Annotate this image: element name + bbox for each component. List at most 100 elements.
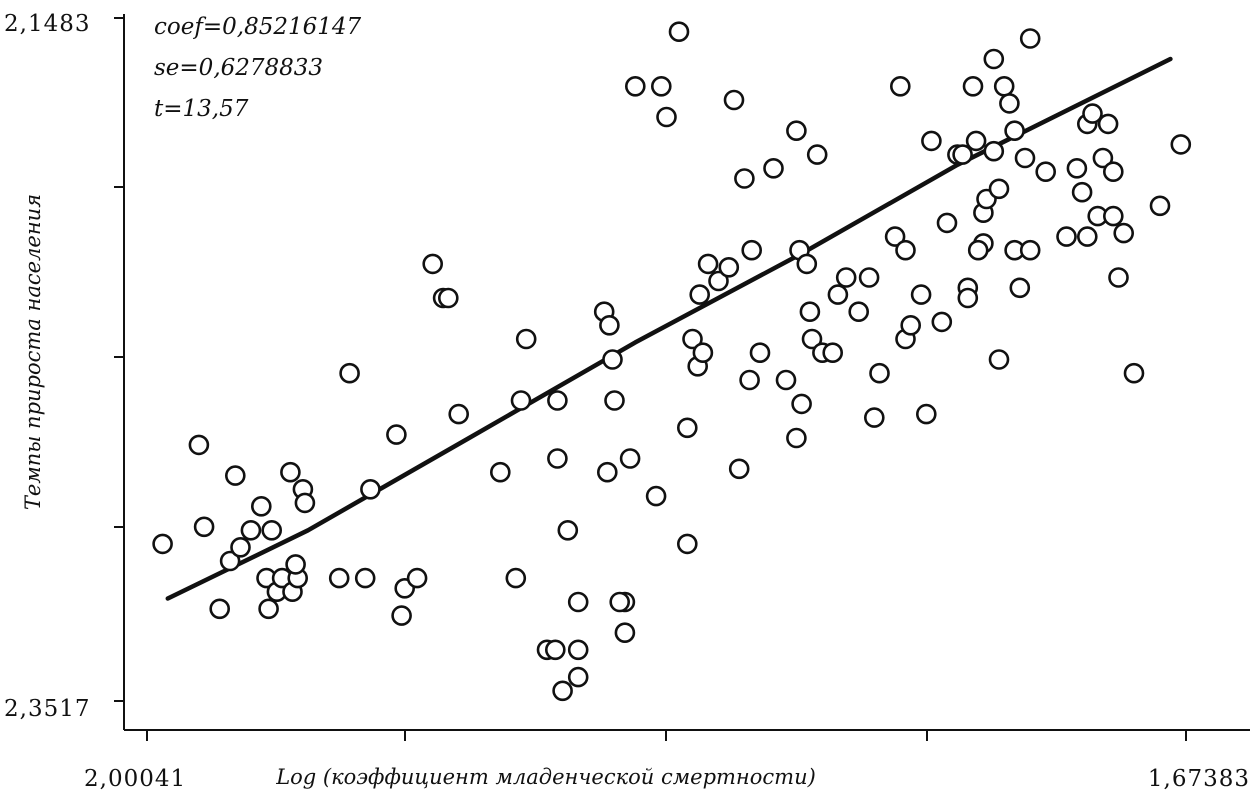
se-annotation: se=0,6278833 [154,55,323,81]
data-point [240,519,262,541]
data-point [863,407,885,428]
data-point [915,403,937,425]
data-point [988,178,1010,200]
data-point [422,253,444,275]
data-point [567,666,589,688]
data-point [209,598,230,620]
data-point [799,301,821,323]
data-point [999,93,1020,114]
data-point [152,533,173,555]
data-point [692,342,714,364]
data-point [1113,222,1134,244]
data-point [448,403,470,425]
data-point [884,226,906,247]
data-point [602,349,623,370]
data-point [1123,362,1145,384]
data-point [708,270,729,292]
data-point [544,639,566,661]
data-point [280,461,301,483]
data-point [547,390,568,411]
y-tick-label-top: 2,1483 [4,11,90,37]
data-point [386,424,407,445]
data-point [741,239,763,261]
data-point [749,342,771,364]
data-point [515,328,537,350]
data-point [1056,226,1077,247]
data-point [391,605,412,626]
data-point [294,492,316,514]
data-point [801,328,823,350]
data-point [965,130,987,152]
data-point [962,76,984,97]
data-point [567,591,589,613]
data-point [1092,147,1114,169]
data-point [193,516,215,538]
data-point [1009,277,1031,299]
data-point [1066,158,1088,179]
data-point [354,567,376,589]
data-point [360,478,381,500]
y-axis-title: Темпы прироста населения [21,194,45,510]
data-point [763,158,784,179]
data-point [1077,226,1098,247]
data-point [697,253,719,275]
data-point [1103,161,1124,182]
data-point [983,48,1005,70]
data-point [952,144,973,165]
data-point [806,144,828,165]
data-point [822,342,844,364]
data-point [285,554,306,575]
data-point [869,362,890,384]
data-points [152,21,1192,702]
x-axis-title: Log (коэффициент младенческой смертности… [275,765,816,789]
data-point [489,461,511,483]
data-point [1014,147,1036,169]
data-point [505,567,527,589]
data-point [718,256,740,278]
data-point [656,106,677,128]
data-point [599,314,620,336]
data-point [728,458,750,480]
data-point [796,253,818,275]
data-point [967,239,989,261]
data-point [406,567,428,589]
data-point [230,536,251,558]
data-point [1019,28,1041,49]
data-point [596,461,618,483]
y-tick-label-bottom: 2,3517 [4,696,90,722]
data-point [900,314,922,336]
data-point [547,448,568,469]
data-point [689,284,711,305]
data-point [786,427,807,449]
data-point [328,567,350,589]
data-point [250,495,272,517]
data-point [619,448,641,469]
data-point [1170,134,1192,155]
data-point [552,680,573,702]
data-point [339,362,360,384]
data-point [1097,113,1119,135]
data-point [219,550,241,572]
coef-annotation: coef=0,85216147 [154,14,362,40]
t-annotation: t=13,57 [154,96,249,122]
data-point [983,140,1005,162]
data-point [1035,161,1056,182]
data-point [786,120,807,141]
x-tick-label-left: 2,00041 [84,766,186,792]
data-point [225,465,246,486]
data-point [1071,181,1093,203]
data-point [1082,103,1103,124]
data-point [614,622,636,644]
data-point [668,21,690,43]
data-point [510,390,532,411]
data-point [1019,239,1041,261]
data-point [988,349,1010,370]
data-point [739,369,760,391]
data-point [261,519,283,541]
data-point [604,390,625,411]
data-point [437,287,459,309]
data-point [676,417,698,439]
data-point [848,301,870,323]
data-point [567,639,589,661]
